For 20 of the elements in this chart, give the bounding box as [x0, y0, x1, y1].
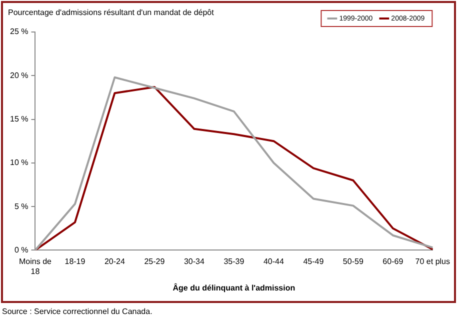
x-tick-label: 18-19 — [64, 257, 86, 266]
y-tick-label: 25 % — [10, 27, 28, 36]
x-tick-label: 70 et plus — [415, 257, 450, 266]
x-tick-label: 40-44 — [263, 257, 284, 266]
x-tick-label: 50-59 — [342, 257, 364, 266]
x-tick-label: 25-29 — [144, 257, 166, 266]
x-axis-title: Âge du délinquant à l'admission — [172, 282, 296, 292]
y-tick-label: 15 % — [10, 114, 28, 124]
x-tick-label: Moins de 18 — [19, 257, 52, 276]
x-tick-label: 30-34 — [184, 257, 205, 266]
x-tick-label: 20-24 — [104, 257, 126, 266]
y-tick-label: 0 % — [14, 245, 28, 254]
y-axis-title: Pourcentage d'admissions résultant d'un mandat de dépôt — [8, 8, 214, 17]
x-tick-label: 45-49 — [303, 257, 324, 266]
y-tick-label: 20 % — [10, 70, 28, 80]
source-note: Source : Service correctionnel du Canada. — [2, 307, 152, 316]
y-tick-label: 10 % — [10, 158, 28, 168]
x-tick-label: 60-69 — [382, 257, 404, 266]
y-tick-label: 5 % — [14, 202, 28, 211]
x-tick-label: 35-39 — [224, 257, 245, 266]
